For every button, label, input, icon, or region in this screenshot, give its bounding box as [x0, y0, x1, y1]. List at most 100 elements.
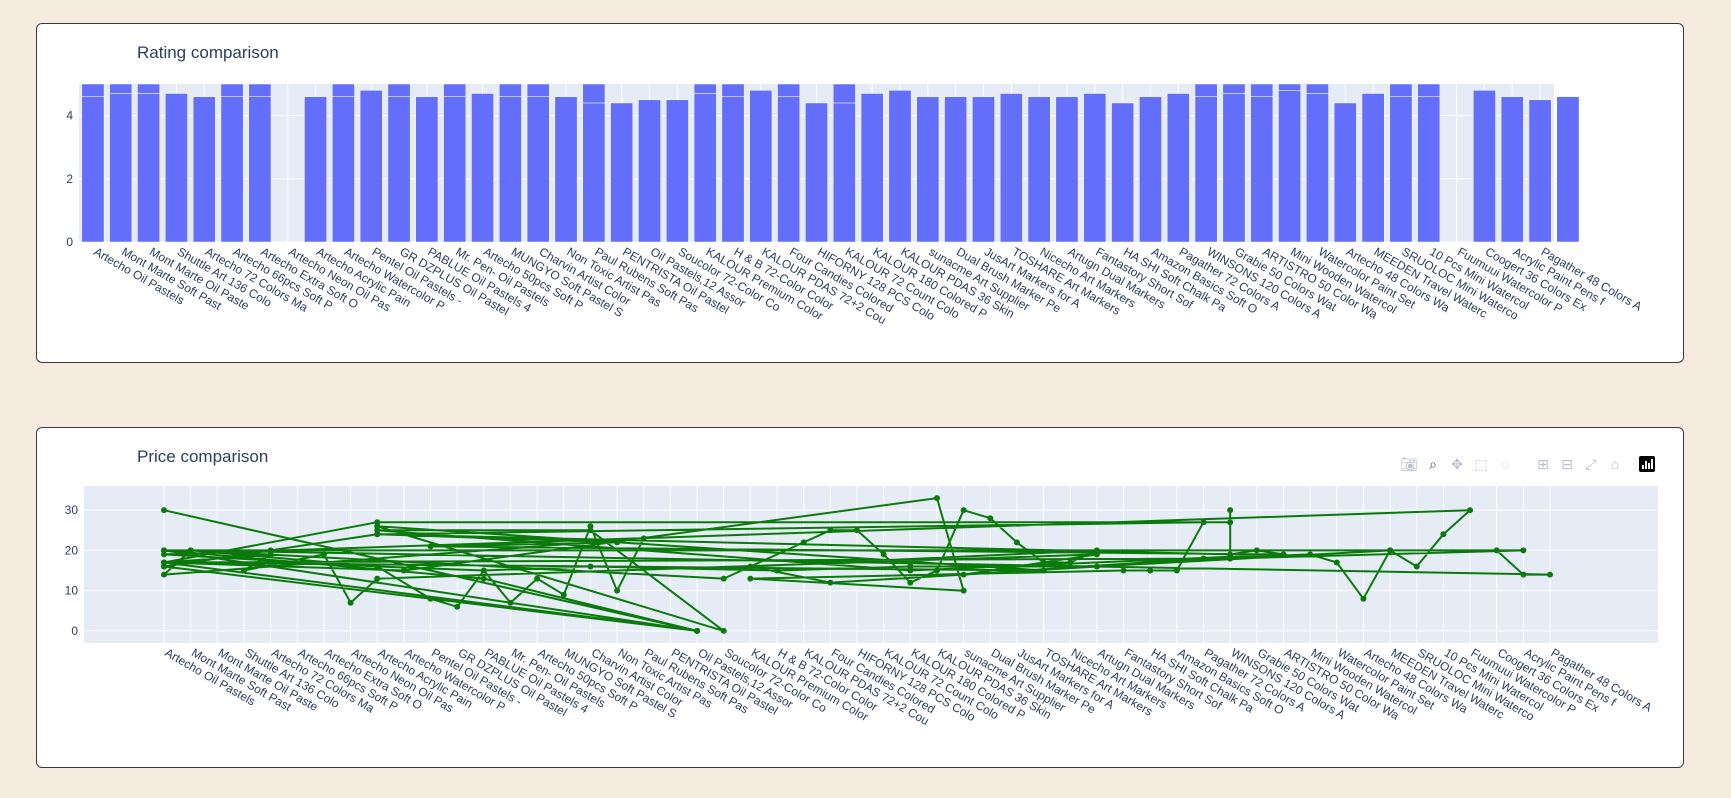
data-point[interactable] — [347, 599, 354, 606]
bar[interactable] — [137, 93, 160, 243]
bar[interactable] — [526, 83, 550, 97]
data-point[interactable] — [1333, 559, 1340, 566]
bar[interactable] — [1500, 96, 1524, 243]
bar[interactable] — [1528, 99, 1552, 243]
data-point[interactable] — [960, 507, 967, 514]
bar[interactable] — [1250, 83, 1274, 97]
data-point[interactable] — [800, 539, 807, 546]
bar[interactable] — [721, 83, 745, 97]
lasso-icon[interactable]: ◌ — [1500, 456, 1510, 472]
bar[interactable] — [1194, 96, 1218, 243]
data-point[interactable] — [1520, 547, 1527, 554]
data-point[interactable] — [427, 543, 434, 550]
bar[interactable] — [1222, 83, 1246, 94]
bar[interactable] — [1556, 96, 1580, 243]
data-point[interactable] — [1040, 559, 1047, 566]
data-point[interactable] — [1227, 507, 1234, 514]
bar[interactable] — [498, 83, 522, 97]
bar[interactable] — [860, 93, 884, 243]
data-point[interactable] — [1093, 547, 1100, 554]
bar[interactable] — [610, 102, 634, 243]
data-point[interactable] — [827, 579, 834, 586]
data-point[interactable] — [400, 567, 407, 574]
data-point[interactable] — [480, 575, 487, 582]
bar[interactable] — [888, 90, 912, 243]
bar[interactable] — [944, 96, 968, 243]
data-point[interactable] — [960, 571, 967, 578]
data-point[interactable] — [694, 627, 701, 634]
bar[interactable] — [1194, 83, 1218, 97]
bar[interactable] — [332, 96, 355, 243]
bar[interactable] — [359, 90, 383, 243]
bar[interactable] — [443, 96, 467, 243]
data-point[interactable] — [587, 563, 594, 570]
data-point[interactable] — [1520, 571, 1527, 578]
data-point[interactable] — [854, 527, 860, 534]
data-point[interactable] — [1173, 567, 1180, 574]
bar[interactable] — [415, 96, 439, 243]
bar[interactable] — [638, 99, 661, 243]
data-point[interactable] — [454, 603, 461, 610]
data-point[interactable] — [1040, 567, 1047, 574]
bar[interactable] — [220, 96, 244, 243]
bar[interactable] — [1389, 83, 1413, 97]
bar[interactable] — [805, 102, 828, 243]
zoom-out-icon[interactable]: ⊟ — [1561, 455, 1573, 472]
plotly-logo[interactable] — [1639, 456, 1655, 472]
data-point[interactable] — [907, 579, 914, 586]
autoscale-icon[interactable]: ⤢ — [1585, 455, 1597, 472]
data-point[interactable] — [1093, 563, 1100, 570]
data-point[interactable] — [1280, 551, 1287, 558]
data-point[interactable] — [1307, 551, 1314, 558]
bar[interactable] — [582, 83, 606, 104]
bar[interactable] — [1417, 83, 1441, 97]
data-point[interactable] — [587, 523, 594, 530]
data-point[interactable] — [720, 575, 727, 582]
data-point[interactable] — [614, 539, 621, 546]
data-point[interactable] — [1387, 547, 1394, 554]
data-point[interactable] — [161, 559, 167, 566]
data-point[interactable] — [933, 495, 940, 502]
bar[interactable] — [1111, 102, 1135, 243]
bar[interactable] — [693, 93, 717, 243]
bar[interactable] — [972, 96, 995, 243]
data-point[interactable] — [720, 627, 727, 634]
data-point[interactable] — [1147, 567, 1154, 574]
bar[interactable] — [304, 96, 327, 243]
bar[interactable] — [1055, 96, 1079, 243]
bar[interactable] — [81, 83, 105, 97]
data-point[interactable] — [560, 591, 567, 598]
bar[interactable] — [165, 93, 188, 243]
bar[interactable] — [1473, 90, 1496, 243]
bar[interactable] — [832, 83, 856, 104]
data-point[interactable] — [1253, 547, 1260, 554]
data-point[interactable] — [161, 571, 167, 578]
data-point[interactable] — [161, 507, 167, 514]
data-point[interactable] — [161, 551, 167, 558]
pan-icon[interactable]: ✥ — [1451, 455, 1463, 472]
bar[interactable] — [554, 96, 578, 243]
reset-axes-icon[interactable]: ⌂ — [1610, 456, 1620, 472]
camera-icon[interactable]: 📷︎ — [1400, 455, 1418, 472]
data-point[interactable] — [640, 535, 647, 542]
bar[interactable] — [248, 83, 272, 97]
data-point[interactable] — [374, 523, 381, 530]
bar[interactable] — [471, 93, 494, 243]
bar[interactable] — [137, 83, 160, 94]
data-point[interactable] — [774, 567, 781, 574]
bar[interactable] — [777, 96, 801, 243]
bar[interactable] — [109, 83, 133, 94]
data-point[interactable] — [1200, 519, 1207, 526]
bar[interactable] — [1278, 90, 1301, 243]
data-point[interactable] — [374, 563, 381, 570]
data-point[interactable] — [1067, 559, 1074, 566]
bar[interactable] — [665, 99, 689, 243]
bar[interactable] — [999, 93, 1023, 243]
data-point[interactable] — [1467, 507, 1474, 514]
data-point[interactable] — [1227, 519, 1234, 526]
data-point[interactable] — [1120, 567, 1127, 574]
bar[interactable] — [777, 83, 801, 97]
data-point[interactable] — [1013, 539, 1020, 546]
data-point[interactable] — [1200, 555, 1207, 562]
bar[interactable] — [1222, 93, 1246, 243]
